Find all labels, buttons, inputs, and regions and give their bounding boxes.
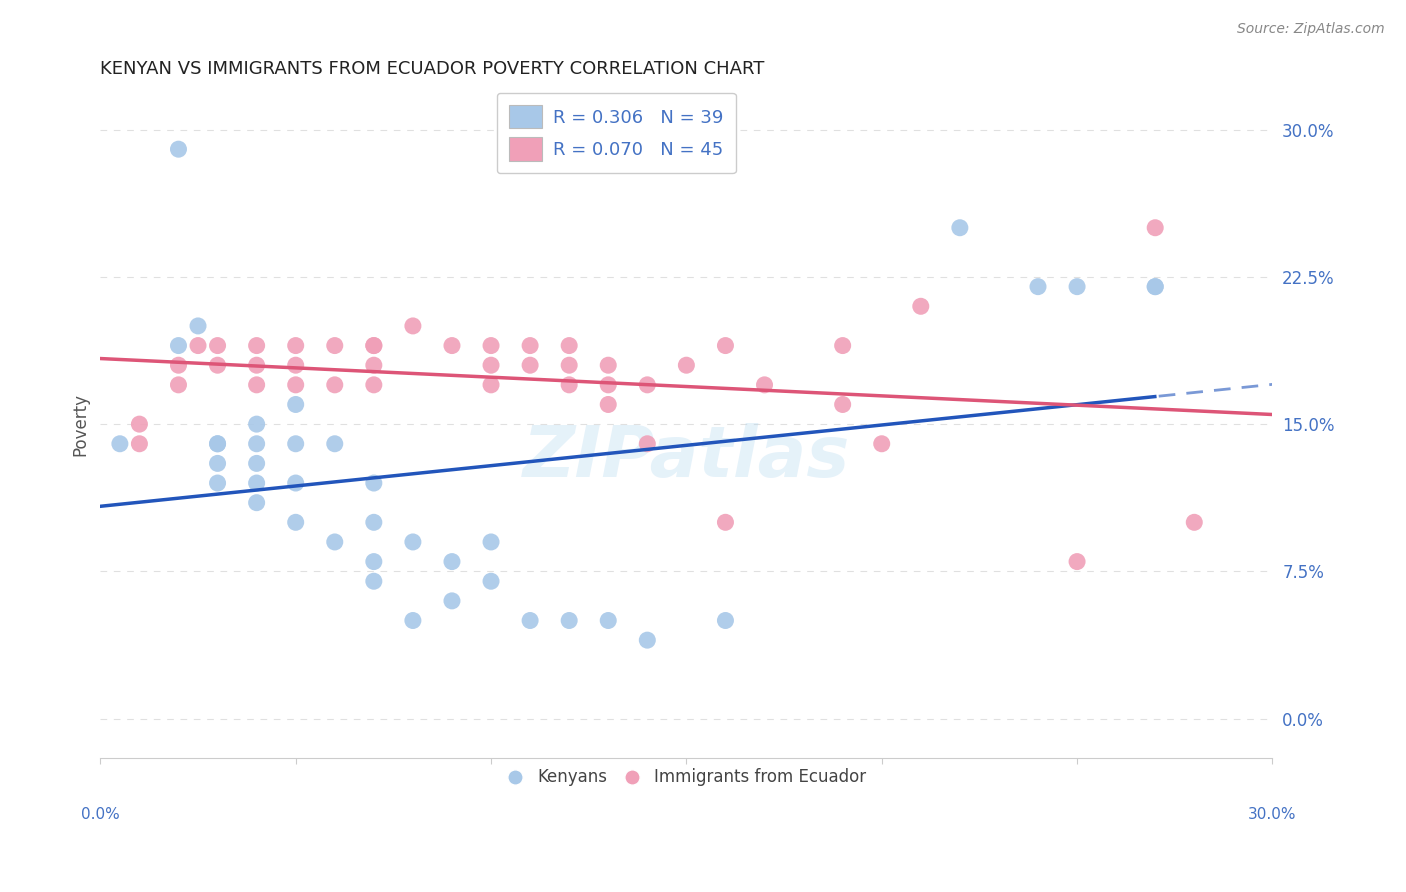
Point [440,594,463,608]
Point [479,535,502,549]
Point [1182,516,1205,530]
Point [598,614,620,628]
Point [714,516,737,530]
Point [636,377,658,392]
Point [187,338,209,352]
Y-axis label: Poverty: Poverty [72,392,89,456]
Point [519,614,541,628]
Point [246,358,269,372]
Point [167,142,190,156]
Point [207,457,229,471]
Point [284,377,307,392]
Point [1144,279,1167,293]
Point [284,476,307,491]
Point [128,436,150,450]
Point [1066,555,1088,569]
Point [479,358,502,372]
Point [440,338,463,352]
Point [323,535,346,549]
Point [1144,279,1167,293]
Point [246,377,269,392]
Point [636,633,658,648]
Point [323,377,346,392]
Point [167,358,190,372]
Point [402,318,425,333]
Point [598,377,620,392]
Point [207,358,229,372]
Point [714,338,737,352]
Point [207,338,229,352]
Point [675,358,697,372]
Point [363,555,385,569]
Point [363,377,385,392]
Text: KENYAN VS IMMIGRANTS FROM ECUADOR POVERTY CORRELATION CHART: KENYAN VS IMMIGRANTS FROM ECUADOR POVERT… [100,60,765,78]
Text: ZIPatlas: ZIPatlas [523,423,851,492]
Point [207,476,229,491]
Point [246,436,269,450]
Point [754,377,776,392]
Point [831,338,853,352]
Point [187,318,209,333]
Point [558,358,581,372]
Point [128,417,150,431]
Point [284,436,307,450]
Point [363,476,385,491]
Point [284,516,307,530]
Point [167,338,190,352]
Point [246,457,269,471]
Point [714,614,737,628]
Point [402,535,425,549]
Point [284,338,307,352]
Point [870,436,893,450]
Point [1144,220,1167,235]
Point [598,358,620,372]
Point [479,574,502,589]
Point [363,516,385,530]
Point [1026,279,1049,293]
Point [167,377,190,392]
Text: 0.0%: 0.0% [82,807,120,822]
Point [519,338,541,352]
Point [949,220,972,235]
Point [323,436,346,450]
Point [558,377,581,392]
Text: 30.0%: 30.0% [1249,807,1296,822]
Point [246,476,269,491]
Point [558,338,581,352]
Point [831,397,853,411]
Point [402,614,425,628]
Point [519,358,541,372]
Point [246,417,269,431]
Point [479,377,502,392]
Point [207,436,229,450]
Point [363,338,385,352]
Point [479,338,502,352]
Point [108,436,131,450]
Point [363,574,385,589]
Text: Source: ZipAtlas.com: Source: ZipAtlas.com [1237,22,1385,37]
Point [207,436,229,450]
Point [246,496,269,510]
Legend: Kenyans, Immigrants from Ecuador: Kenyans, Immigrants from Ecuador [501,762,873,793]
Point [598,397,620,411]
Point [440,555,463,569]
Point [363,338,385,352]
Point [363,358,385,372]
Point [246,338,269,352]
Point [323,338,346,352]
Point [636,436,658,450]
Point [284,358,307,372]
Point [910,299,932,313]
Point [1066,279,1088,293]
Point [558,614,581,628]
Point [284,397,307,411]
